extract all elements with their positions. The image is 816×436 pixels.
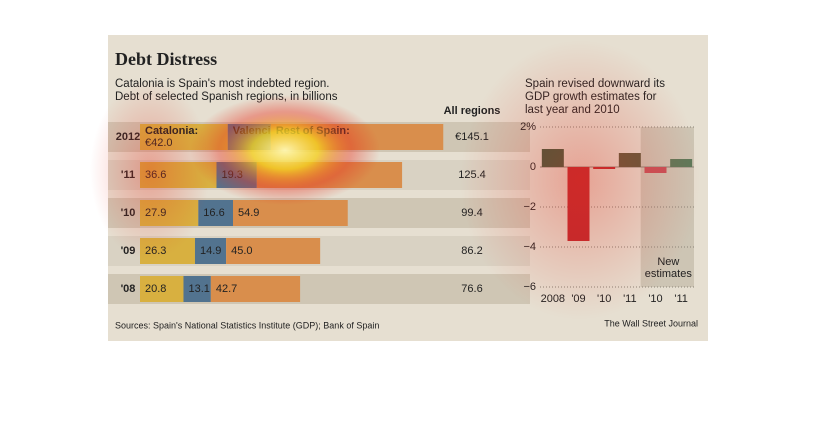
- heatmap-overlay: [90, 80, 210, 260]
- credit: The Wall Street Journal: [604, 318, 698, 328]
- value-label: 13.1: [188, 283, 209, 295]
- heatmap-overlay: [190, 95, 380, 205]
- value-label: 45.0: [231, 245, 252, 257]
- total-value: 76.6: [461, 283, 482, 295]
- title: Debt Distress: [115, 49, 217, 69]
- bar-segment: [194, 238, 227, 264]
- bar-segment: [210, 276, 301, 302]
- value-label: 20.8: [145, 283, 166, 295]
- value-label: 42.7: [216, 283, 237, 295]
- heatmap-overlay: [460, 40, 700, 320]
- x-tick-label: '10: [648, 293, 662, 305]
- source: Sources: Spain's National Statistics Ins…: [115, 320, 379, 330]
- value-label: 16.6: [203, 207, 224, 219]
- value-label: 54.9: [238, 207, 259, 219]
- bar-segment: [140, 276, 184, 302]
- value-label: 14.9: [200, 245, 221, 257]
- x-tick-label: '11: [674, 293, 688, 305]
- bar-segment: [226, 238, 321, 264]
- bar-segment: [183, 276, 211, 302]
- category-label: '08: [121, 283, 136, 295]
